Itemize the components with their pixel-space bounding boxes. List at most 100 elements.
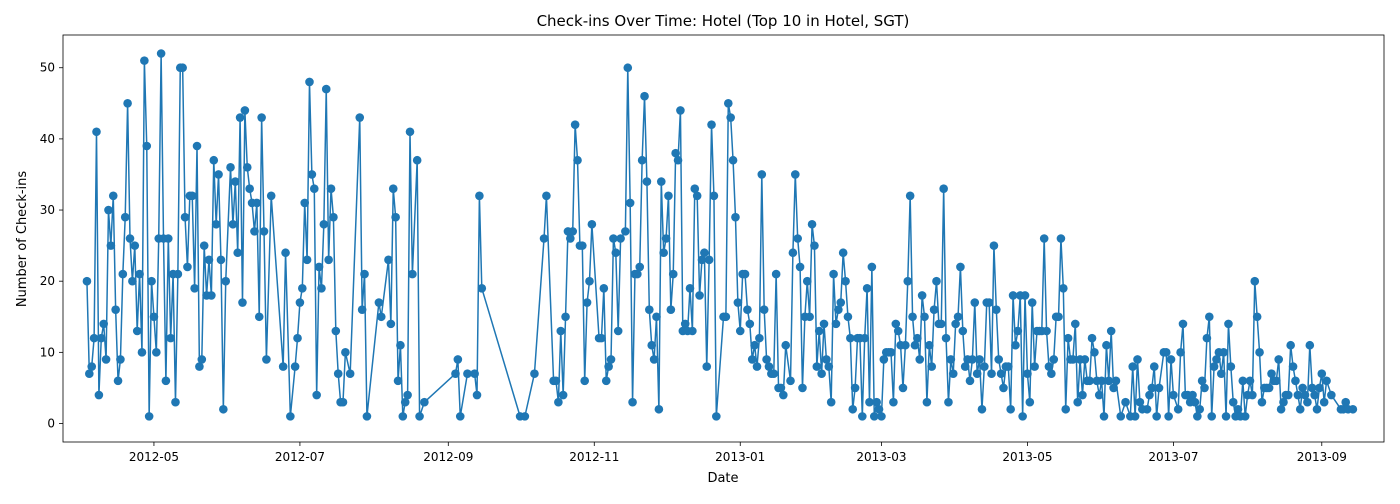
data-point bbox=[814, 326, 824, 336]
data-point bbox=[362, 412, 372, 421]
data-point bbox=[661, 234, 671, 243]
data-point bbox=[1059, 284, 1068, 293]
data-point bbox=[721, 312, 731, 322]
data-point bbox=[606, 355, 616, 364]
data-point bbox=[807, 219, 817, 229]
data-point bbox=[192, 141, 202, 151]
x-tick-label: 2013-03 bbox=[856, 450, 906, 464]
data-point bbox=[125, 234, 135, 243]
data-point bbox=[1315, 383, 1324, 393]
data-point bbox=[1003, 362, 1013, 371]
x-axis-label: Date bbox=[707, 471, 738, 486]
x-tick-label: 2012-11 bbox=[569, 450, 619, 464]
data-point bbox=[1293, 390, 1303, 400]
data-point bbox=[1176, 348, 1185, 357]
data-point bbox=[314, 262, 324, 272]
data-point bbox=[1267, 369, 1276, 378]
data-point bbox=[860, 333, 869, 343]
data-point bbox=[1006, 404, 1015, 414]
data-point bbox=[1078, 390, 1087, 400]
data-point bbox=[104, 205, 113, 215]
data-point bbox=[166, 333, 175, 343]
data-point bbox=[850, 383, 860, 393]
y-axis-ticks: 0 10 20 30 40 50 bbox=[40, 61, 63, 431]
data-point bbox=[1025, 397, 1035, 407]
data-point bbox=[836, 298, 846, 307]
data-point bbox=[1073, 397, 1082, 407]
data-point bbox=[137, 348, 147, 357]
data-point bbox=[345, 369, 355, 378]
data-point bbox=[556, 326, 566, 336]
data-point bbox=[817, 369, 826, 378]
data-point bbox=[317, 284, 326, 293]
data-point bbox=[762, 355, 771, 364]
data-point bbox=[989, 241, 999, 250]
data-point bbox=[664, 191, 673, 201]
data-point bbox=[735, 326, 745, 336]
data-point bbox=[707, 120, 716, 129]
data-point bbox=[207, 291, 216, 300]
data-point bbox=[752, 362, 762, 371]
data-point bbox=[731, 212, 740, 222]
data-point bbox=[1255, 348, 1264, 357]
data-point bbox=[173, 269, 183, 279]
data-point bbox=[582, 298, 592, 307]
data-point bbox=[1197, 376, 1207, 386]
data-point bbox=[616, 234, 625, 243]
data-point bbox=[396, 340, 405, 350]
y-tick-label: 30 bbox=[40, 203, 55, 217]
data-point bbox=[415, 412, 424, 421]
data-point bbox=[1166, 355, 1176, 364]
data-point bbox=[140, 56, 149, 65]
data-point bbox=[130, 241, 140, 250]
data-point bbox=[216, 255, 226, 265]
data-point bbox=[980, 362, 989, 371]
data-point bbox=[1212, 355, 1221, 364]
data-point bbox=[355, 113, 365, 122]
data-point bbox=[891, 319, 901, 329]
data-point bbox=[929, 305, 939, 314]
data-point bbox=[302, 255, 312, 265]
data-point bbox=[939, 184, 948, 193]
data-point bbox=[570, 120, 580, 129]
data-point bbox=[1252, 312, 1262, 322]
data-point bbox=[829, 269, 838, 279]
data-point bbox=[219, 404, 228, 414]
data-point bbox=[908, 312, 917, 322]
data-point bbox=[977, 404, 987, 414]
data-point bbox=[195, 362, 204, 371]
data-point bbox=[1013, 326, 1023, 336]
data-point bbox=[1228, 397, 1238, 407]
data-point bbox=[87, 362, 97, 371]
data-point bbox=[1216, 369, 1226, 378]
data-point bbox=[453, 355, 463, 364]
data-point bbox=[281, 248, 290, 258]
data-point bbox=[611, 248, 621, 258]
data-point bbox=[628, 397, 637, 407]
data-point bbox=[659, 248, 668, 258]
data-point bbox=[101, 355, 111, 364]
data-point bbox=[1205, 312, 1214, 322]
data-point bbox=[932, 276, 941, 286]
data-point bbox=[996, 369, 1006, 378]
data-point bbox=[1274, 355, 1283, 364]
data-point bbox=[652, 312, 661, 322]
data-point bbox=[901, 340, 910, 350]
data-point bbox=[948, 369, 958, 378]
data-point bbox=[1286, 340, 1295, 350]
data-point bbox=[1111, 376, 1121, 386]
data-point bbox=[360, 269, 369, 279]
data-point bbox=[183, 262, 192, 272]
data-point bbox=[673, 155, 683, 165]
data-point bbox=[1044, 362, 1054, 371]
data-point bbox=[781, 340, 791, 350]
data-point bbox=[324, 255, 333, 265]
data-point bbox=[1130, 412, 1140, 421]
data-point bbox=[89, 333, 99, 343]
data-point bbox=[951, 319, 960, 329]
data-point bbox=[1097, 376, 1106, 386]
data-point bbox=[1063, 333, 1073, 343]
data-point bbox=[309, 184, 319, 193]
